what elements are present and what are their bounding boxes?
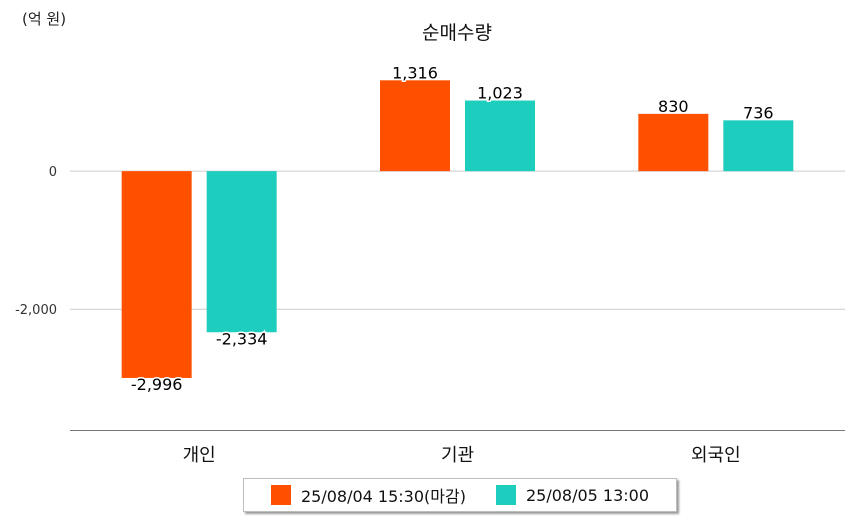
- legend-swatch-series-2: [495, 485, 516, 505]
- data-label-1-1: 1,023: [477, 84, 523, 103]
- bar-1-1[interactable]: [465, 100, 535, 172]
- chart-title: 순매수량: [422, 22, 492, 44]
- x-category-label: 개인: [183, 445, 216, 466]
- legend-swatch-series-1: [270, 485, 291, 505]
- bars: [121, 80, 794, 378]
- legend-label-series-2: 25/08/05 13:00: [525, 485, 650, 505]
- unit-label: (억 원): [22, 10, 67, 28]
- y-tick-label: 0: [49, 165, 57, 180]
- bar-0-1[interactable]: [206, 171, 277, 333]
- data-label-0-0: -2,996: [131, 375, 183, 394]
- legend-item-series-2[interactable]: 25/08/05 13:00: [495, 485, 650, 505]
- data-label-2-1: 736: [743, 103, 774, 122]
- data-label-2-0: 830: [658, 97, 689, 116]
- legend-label-series-1: 25/08/04 15:30(마감): [300, 487, 466, 506]
- data-label-1-0: 1,316: [392, 63, 438, 82]
- y-tick-label: -2,000: [15, 303, 57, 318]
- legend: 25/08/04 15:30(마감) 25/08/05 13:00: [243, 478, 677, 512]
- bar-2-1[interactable]: [723, 120, 794, 172]
- legend-item-series-1[interactable]: 25/08/04 15:30(마감): [270, 483, 466, 507]
- data-labels: -2,996 -2,334 1,316 1,023 830 736: [129, 62, 775, 396]
- gridlines: [70, 170, 845, 310]
- x-category-label: 기관: [441, 445, 474, 466]
- data-label-0-1: -2,334: [216, 329, 268, 348]
- bar-2-0[interactable]: [638, 113, 709, 172]
- bar-1-0[interactable]: [380, 80, 450, 172]
- x-axis-categories: 개인 기관 외국인: [183, 445, 741, 466]
- bar-0-0[interactable]: [121, 171, 192, 378]
- y-axis-ticks: 0 -2,000: [15, 165, 57, 318]
- x-category-label: 외국인: [691, 445, 741, 466]
